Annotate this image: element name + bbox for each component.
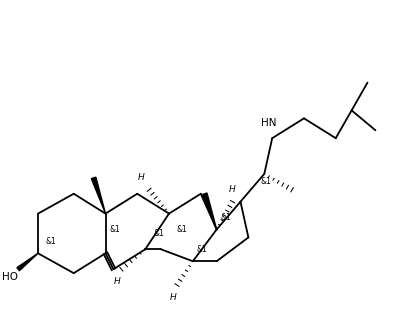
Text: HN: HN: [260, 118, 275, 128]
Text: &1: &1: [260, 177, 271, 186]
Polygon shape: [17, 253, 38, 271]
Text: H: H: [114, 277, 120, 286]
Polygon shape: [202, 193, 216, 229]
Text: H: H: [138, 173, 144, 182]
Text: H: H: [169, 293, 176, 302]
Text: &1: &1: [109, 225, 120, 234]
Polygon shape: [91, 177, 105, 214]
Text: &1: &1: [153, 229, 164, 238]
Text: &1: &1: [177, 225, 187, 234]
Text: H: H: [228, 185, 235, 194]
Text: &1: &1: [196, 245, 207, 254]
Text: HO: HO: [2, 272, 18, 282]
Text: &1: &1: [46, 237, 57, 246]
Text: &1: &1: [220, 213, 231, 222]
